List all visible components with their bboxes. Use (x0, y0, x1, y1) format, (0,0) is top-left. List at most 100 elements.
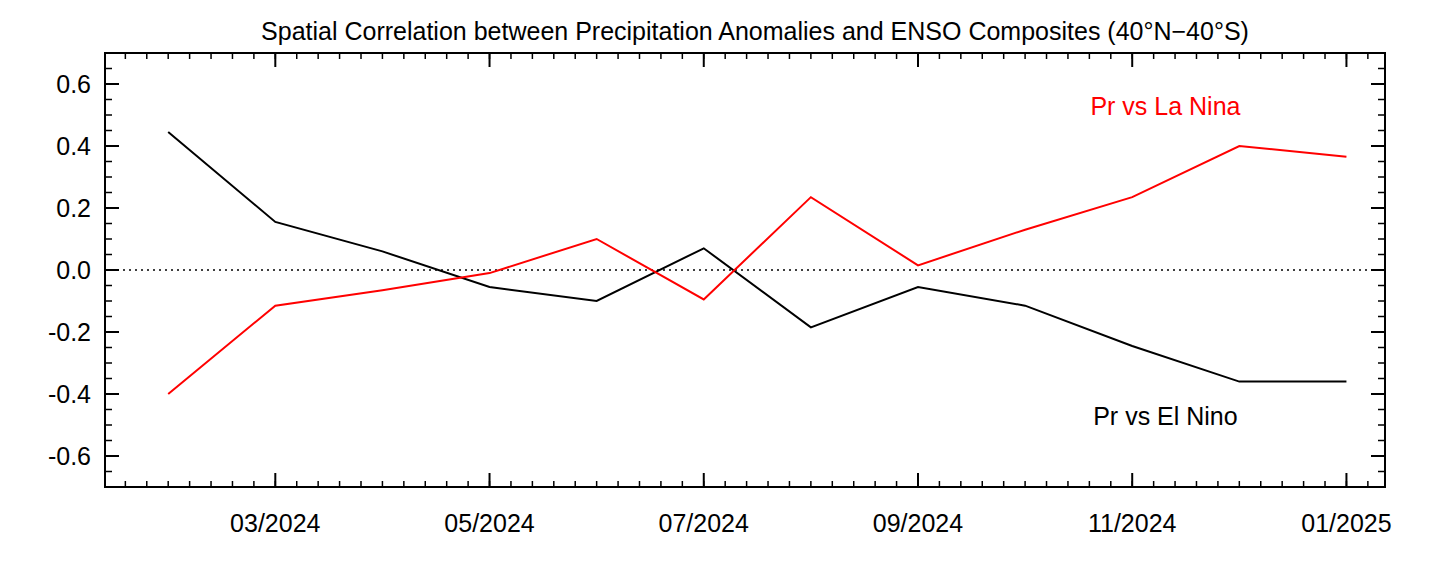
y-minor-tick (1378, 238, 1385, 240)
y-minor-tick (105, 424, 112, 426)
series-line (168, 146, 1346, 394)
y-minor-tick (1378, 285, 1385, 287)
y-tick (1371, 145, 1385, 147)
y-minor-tick (1378, 145, 1385, 147)
y-minor-tick (1378, 378, 1385, 380)
series-line (168, 132, 1346, 382)
x-tick-label: 03/2024 (230, 509, 320, 537)
y-minor-tick (105, 223, 112, 225)
x-tick (917, 53, 919, 67)
y-minor-tick (105, 99, 112, 101)
series-group (168, 132, 1346, 394)
y-minor-tick (105, 114, 112, 116)
y-minor-tick (1378, 161, 1385, 163)
y-tick-label: -0.2 (48, 318, 91, 346)
y-minor-tick (1378, 130, 1385, 132)
y-minor-tick (1378, 83, 1385, 85)
x-tick (1131, 53, 1133, 67)
y-tick (105, 331, 119, 333)
y-tick (105, 207, 119, 209)
y-minor-tick (105, 192, 112, 194)
zero-line (105, 269, 1385, 271)
y-minor-tick (105, 254, 112, 256)
y-tick (1371, 269, 1385, 271)
y-minor-tick (105, 68, 112, 70)
x-tick (703, 473, 705, 487)
y-minor-tick (1378, 393, 1385, 395)
y-minor-tick (105, 362, 112, 364)
y-minor-tick (105, 285, 112, 287)
y-minor-tick (1378, 114, 1385, 116)
y-tick-label: -0.6 (48, 442, 91, 470)
y-minor-tick (105, 455, 112, 457)
series-label: Pr vs El Nino (1093, 402, 1237, 430)
y-minor-tick (1378, 455, 1385, 457)
y-minor-tick (105, 331, 112, 333)
y-minor-tick (1378, 316, 1385, 318)
y-tick-label: 0.4 (56, 132, 91, 160)
y-minor-tick (1378, 440, 1385, 442)
chart: Spatial Correlation between Precipitatio… (0, 0, 1430, 561)
y-tick-label: 0.0 (56, 256, 91, 284)
y-tick (1371, 455, 1385, 457)
y-minor-tick (1378, 176, 1385, 178)
y-minor-tick (1378, 424, 1385, 426)
y-minor-tick (1378, 254, 1385, 256)
y-minor-tick (1378, 409, 1385, 411)
y-minor-tick (105, 440, 112, 442)
y-minor-tick (1378, 68, 1385, 70)
y-tick (105, 455, 119, 457)
y-minor-tick (105, 471, 112, 473)
y-tick (1371, 331, 1385, 333)
y-tick-label: 0.2 (56, 194, 91, 222)
y-minor-tick (1378, 223, 1385, 225)
y-minor-tick (105, 347, 112, 349)
x-tick-label: 05/2024 (444, 509, 534, 537)
y-minor-tick (105, 300, 112, 302)
y-minor-tick (105, 409, 112, 411)
y-tick (105, 393, 119, 395)
chart-root: Spatial Correlation between Precipitatio… (0, 0, 1430, 561)
y-minor-tick (1378, 331, 1385, 333)
x-tick (703, 53, 705, 67)
x-tick (917, 473, 919, 487)
y-minor-tick (105, 161, 112, 163)
y-tick-label: 0.6 (56, 70, 91, 98)
y-minor-tick (1378, 471, 1385, 473)
x-tick (274, 473, 276, 487)
y-minor-tick (1378, 347, 1385, 349)
y-tick-label: -0.4 (48, 380, 91, 408)
y-minor-tick (1378, 362, 1385, 364)
y-minor-tick (105, 207, 112, 209)
y-minor-tick (1378, 269, 1385, 271)
y-minor-tick (1378, 207, 1385, 209)
y-minor-tick (105, 316, 112, 318)
x-tick (489, 53, 491, 67)
y-tick (105, 269, 119, 271)
x-tick-label: 09/2024 (873, 509, 963, 537)
y-minor-tick (1378, 192, 1385, 194)
x-tick-label: 07/2024 (659, 509, 749, 537)
y-minor-tick (1378, 99, 1385, 101)
y-minor-tick (105, 176, 112, 178)
x-tick (489, 473, 491, 487)
plot-frame (105, 53, 1385, 487)
y-tick (1371, 207, 1385, 209)
series-label: Pr vs La Nina (1090, 92, 1240, 120)
y-tick (1371, 393, 1385, 395)
y-tick (105, 83, 119, 85)
y-minor-tick (105, 130, 112, 132)
y-minor-tick (105, 393, 112, 395)
y-tick (105, 145, 119, 147)
x-tick (1345, 53, 1347, 67)
y-tick (1371, 83, 1385, 85)
x-tick (274, 53, 276, 67)
x-tick-label: 11/2024 (1088, 509, 1177, 537)
x-tick (1345, 473, 1347, 487)
x-tick-label: 01/2025 (1301, 509, 1391, 537)
y-minor-tick (105, 269, 112, 271)
y-minor-tick (105, 378, 112, 380)
y-minor-tick (105, 238, 112, 240)
y-minor-tick (105, 83, 112, 85)
x-tick (1131, 473, 1133, 487)
